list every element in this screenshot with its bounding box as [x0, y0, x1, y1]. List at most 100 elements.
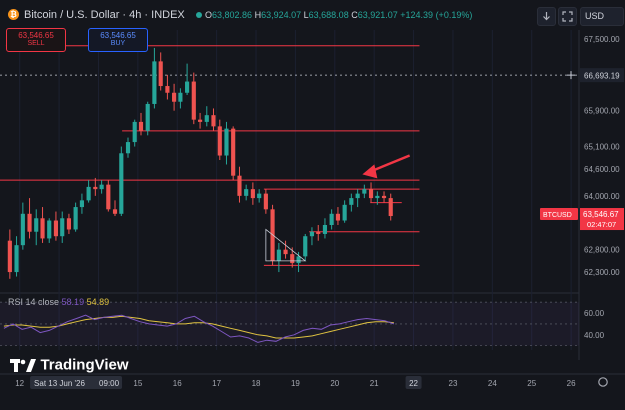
candle-body: [34, 218, 39, 232]
time-axis-tick-label: 23: [449, 379, 458, 388]
candle-body: [66, 218, 72, 230]
time-crosshair-label: Sat 13 Jun '26: [34, 379, 85, 388]
rsi-ma-value: 54.89: [86, 297, 110, 307]
countdown-label: 02:47:07: [587, 220, 616, 229]
candle-body: [211, 115, 216, 127]
candle-body: [368, 189, 374, 199]
candle-body: [250, 189, 255, 199]
low-label: L: [303, 10, 309, 20]
candle-body: [178, 92, 183, 102]
candle-body: [86, 186, 91, 201]
price-axis-background: [579, 30, 625, 355]
price-axis-tick-label: 65,900.00: [584, 107, 620, 116]
price-axis-tick-label: 62,800.00: [584, 246, 620, 255]
candle-body: [20, 213, 25, 246]
annotation-arrow-head: [362, 164, 378, 179]
price-axis-tick-label: 64,000.00: [584, 192, 620, 201]
price-axis-tick-label: 62,300.00: [584, 268, 620, 277]
candle-body: [283, 249, 288, 255]
candle-body: [237, 175, 242, 196]
high-label: H: [254, 10, 262, 20]
candle-body: [231, 128, 236, 176]
buy-price: 63,546.65: [100, 31, 136, 40]
settings-gear-icon: [598, 377, 608, 387]
bitcoin-logo-icon: ₿: [8, 9, 19, 20]
candle-body: [322, 225, 328, 234]
rsi-label: RSI 14 close: [8, 297, 60, 307]
time-axis-tick-label: 15: [133, 379, 142, 388]
crosshair-price-badge: [580, 68, 624, 83]
last-price-label: 63,546.67: [583, 210, 619, 219]
fullscreen-button[interactable]: [558, 7, 577, 26]
candle-body: [53, 220, 59, 237]
time-axis-tick-label: 25: [527, 379, 536, 388]
time-axis-tick-label: 22: [409, 379, 418, 388]
download-icon: [543, 12, 550, 21]
candle-body: [14, 245, 19, 273]
price-axis-tick-label: 67,500.00: [584, 35, 620, 44]
change-value: +124.39 (+0.19%): [400, 10, 473, 20]
candle-body: [263, 193, 268, 210]
low-value: 63,688.08: [308, 10, 349, 20]
time-axis-tick-label: 19: [291, 379, 300, 388]
candle-body: [349, 198, 354, 205]
price-axis-tick-label: 65,100.00: [584, 143, 620, 152]
time-axis-tick-label: 18: [252, 379, 261, 388]
close-value: 63,921.07: [357, 10, 398, 20]
symbol-header: ₿ Bitcoin / U.S. Dollar · 4h · INDEX O63…: [0, 0, 625, 30]
buy-label: BUY: [110, 40, 126, 47]
currency-selector[interactable]: USD: [580, 7, 624, 26]
rsi-legend[interactable]: RSI 14 close 58.19 54.89: [8, 297, 109, 307]
candle-body: [244, 189, 249, 196]
ohlc-readout: O63,802.86 H63,924.07 L63,688.08 C63,921…: [205, 10, 472, 20]
symbol-badge: [540, 208, 578, 221]
sell-label: SELL: [27, 40, 45, 47]
time-axis-tick-label: 24: [488, 379, 497, 388]
sell-price: 63,546.65: [18, 31, 54, 40]
candle-body: [99, 184, 104, 190]
candle-body: [47, 220, 52, 239]
time-axis-tick-label: 21: [370, 379, 379, 388]
candle-body: [165, 86, 170, 93]
candle-body: [60, 218, 65, 237]
time-axis-tick-label: 17: [212, 379, 221, 388]
time-highlight-badge: [405, 376, 422, 389]
symbol-title[interactable]: Bitcoin / U.S. Dollar · 4h · INDEX: [24, 9, 185, 21]
time-axis-tick-label: 20: [330, 379, 339, 388]
candle-body: [172, 92, 177, 102]
candle-body: [375, 195, 380, 199]
rsi-axis-label: 40.00: [584, 331, 605, 340]
crosshair-price-label: 66,693.19: [584, 72, 620, 81]
candle-body: [362, 189, 367, 194]
candle-body: [342, 204, 347, 221]
rsi-ma-line: [3, 315, 394, 339]
candle-body: [191, 81, 196, 120]
candle-body: [303, 236, 308, 257]
candle-body: [224, 128, 229, 156]
currency-label: USD: [585, 11, 605, 21]
sell-button[interactable]: 63,546.65 SELL: [6, 28, 66, 52]
time-crosshair-time: 09:00: [99, 379, 120, 388]
candle-body: [296, 256, 301, 264]
open-value: 63,802.86: [212, 10, 253, 20]
candle-body: [316, 231, 321, 234]
buy-button[interactable]: 63,546.65 BUY: [88, 28, 148, 52]
candle-body: [309, 231, 315, 237]
candle-body: [138, 121, 144, 131]
high-value: 63,924.07: [261, 10, 302, 20]
candle-body: [79, 200, 85, 208]
download-button[interactable]: [537, 7, 556, 26]
candle-body: [158, 61, 163, 87]
candle-body: [112, 209, 118, 214]
candle-body: [290, 254, 295, 264]
last-price-badge: [580, 208, 624, 231]
rsi-line: [3, 314, 395, 343]
time-axis-tick-label: 16: [173, 379, 182, 388]
candle-body: [257, 193, 262, 199]
rsi-axis-label: 60.00: [584, 309, 605, 318]
crosshair-plus-icon: [567, 71, 575, 80]
candle-body: [125, 142, 131, 154]
candle-body: [93, 186, 98, 190]
